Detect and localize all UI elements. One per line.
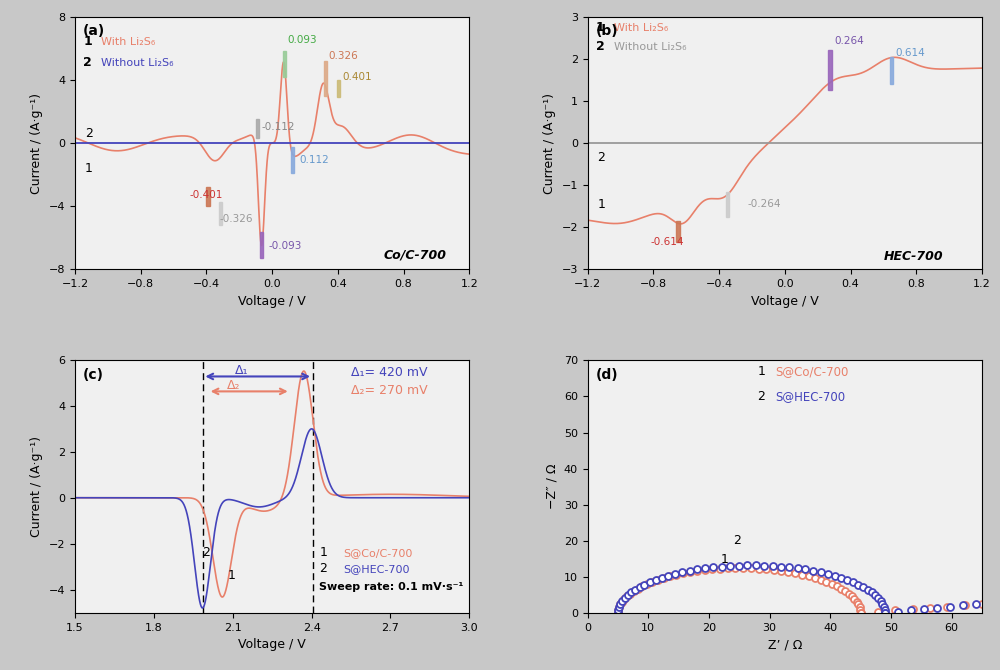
Text: 1: 1	[319, 545, 327, 559]
Text: 1: 1	[758, 365, 765, 378]
Text: 1: 1	[227, 569, 235, 582]
Y-axis label: Current / (A·g⁻¹): Current / (A·g⁻¹)	[543, 92, 556, 194]
X-axis label: Z’ / Ω: Z’ / Ω	[768, 639, 802, 651]
Text: Co/C-700: Co/C-700	[384, 249, 447, 261]
Bar	[324, 61, 327, 96]
Bar	[256, 119, 259, 138]
Text: -0.112: -0.112	[261, 123, 295, 132]
Text: S@HEC-700: S@HEC-700	[776, 390, 846, 403]
Bar	[828, 50, 832, 90]
Text: 2: 2	[203, 545, 210, 559]
Text: (b): (b)	[596, 24, 618, 38]
Text: 1: 1	[598, 198, 605, 211]
Text: 2: 2	[85, 127, 93, 140]
Text: With Li₂S₆: With Li₂S₆	[101, 37, 156, 47]
Text: Δ₂= 270 mV: Δ₂= 270 mV	[351, 384, 428, 397]
Text: S@Co/C-700: S@Co/C-700	[776, 365, 849, 378]
Bar	[219, 202, 222, 225]
Text: 1: 1	[596, 21, 605, 34]
Text: -0.326: -0.326	[220, 214, 253, 224]
Text: (c): (c)	[83, 368, 104, 382]
Bar	[890, 57, 893, 84]
Text: 2: 2	[733, 535, 741, 547]
Text: S@HEC-700: S@HEC-700	[343, 563, 410, 574]
Text: 0.093: 0.093	[288, 36, 317, 46]
Text: 2: 2	[596, 40, 605, 53]
Text: 1: 1	[85, 161, 93, 174]
Text: 2: 2	[598, 151, 605, 163]
Text: 0.401: 0.401	[342, 72, 372, 82]
Text: Sweep rate: 0.1 mV·s⁻¹: Sweep rate: 0.1 mV·s⁻¹	[319, 582, 464, 592]
Text: 0.326: 0.326	[329, 51, 359, 61]
Y-axis label: Current / (A·g⁻¹): Current / (A·g⁻¹)	[30, 92, 43, 194]
Text: (a): (a)	[83, 24, 105, 38]
Text: -0.264: -0.264	[747, 199, 781, 209]
Text: 2: 2	[319, 561, 327, 575]
Text: -0.401: -0.401	[189, 190, 223, 200]
X-axis label: Voltage / V: Voltage / V	[238, 639, 306, 651]
Text: 1: 1	[721, 553, 729, 565]
Y-axis label: Current / (A·g⁻¹): Current / (A·g⁻¹)	[30, 436, 43, 537]
Bar	[260, 232, 263, 259]
Text: Δ₁= 420 mV: Δ₁= 420 mV	[351, 366, 428, 379]
Y-axis label: −Z″ / Ω: −Z″ / Ω	[545, 464, 558, 509]
Text: Without Li₂S₆: Without Li₂S₆	[614, 42, 686, 52]
Text: 2: 2	[758, 390, 765, 403]
X-axis label: Voltage / V: Voltage / V	[238, 295, 306, 308]
Text: S@Co/C-700: S@Co/C-700	[343, 547, 413, 557]
Text: -0.614: -0.614	[650, 237, 684, 247]
Text: (d): (d)	[596, 368, 618, 382]
Text: -0.093: -0.093	[268, 241, 301, 251]
Text: 2: 2	[83, 56, 92, 69]
Text: 0.112: 0.112	[299, 155, 329, 165]
Text: 1: 1	[83, 36, 92, 48]
Text: 0.264: 0.264	[834, 36, 864, 46]
Bar	[726, 192, 729, 217]
Bar	[291, 147, 294, 173]
Text: Δ₁: Δ₁	[235, 364, 249, 377]
Bar	[283, 52, 286, 77]
Text: Δ₂: Δ₂	[227, 379, 240, 392]
Text: HEC-700: HEC-700	[883, 250, 943, 263]
Text: With Li₂S₆: With Li₂S₆	[614, 23, 668, 34]
X-axis label: Voltage / V: Voltage / V	[751, 295, 819, 308]
Bar	[206, 188, 210, 206]
Bar	[676, 221, 680, 242]
Text: Without Li₂S₆: Without Li₂S₆	[101, 58, 174, 68]
Bar	[337, 80, 340, 97]
Text: 0.614: 0.614	[895, 48, 925, 58]
